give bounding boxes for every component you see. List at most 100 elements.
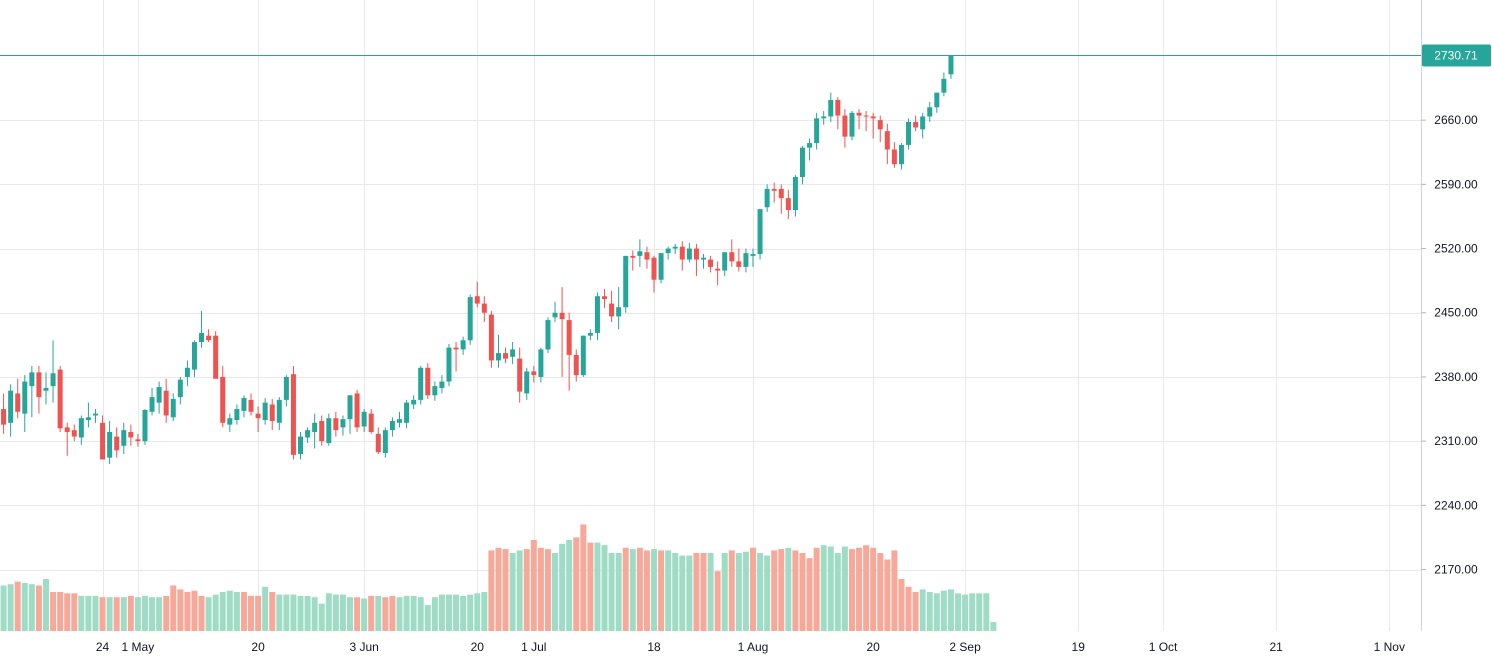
volume-bar	[57, 592, 64, 631]
volume-bar	[799, 553, 806, 631]
volume-bar	[559, 543, 566, 631]
candle-body	[503, 353, 509, 359]
candle-body	[524, 371, 530, 394]
time-tick-label: 3 Jun	[349, 640, 378, 654]
volume-bar	[141, 595, 148, 631]
volume-bar	[771, 550, 778, 631]
candlestick	[807, 138, 813, 161]
candle-body	[679, 246, 685, 260]
volume-bar	[0, 585, 7, 631]
candle-body	[573, 354, 579, 376]
candle-body	[580, 335, 586, 376]
candle-body	[453, 347, 459, 350]
volume-bar	[445, 594, 452, 631]
candlestick	[248, 393, 254, 416]
volume-bar	[219, 592, 226, 631]
volume-bar	[255, 595, 262, 631]
candlestick	[15, 378, 21, 419]
candlestick	[927, 101, 933, 122]
candlestick	[85, 402, 91, 428]
candlestick	[149, 387, 155, 416]
volume-bar	[679, 555, 686, 631]
candlestick	[368, 409, 374, 434]
candle-body	[142, 409, 148, 442]
candlestick	[531, 365, 537, 383]
candle-body	[913, 121, 919, 128]
candlestick	[616, 287, 622, 330]
volume-bar	[905, 586, 912, 631]
volume-bar	[488, 550, 495, 631]
candle-body	[488, 314, 494, 361]
volume-bar	[417, 597, 424, 631]
candlestick	[460, 336, 466, 355]
candle-body	[835, 99, 841, 116]
candlestick	[43, 372, 49, 405]
time-axis[interactable]: 24 1 May 20 3 Jun 20 1 Jul 18 1 Aug 20 2 Sep 19 1 O…	[96, 640, 1405, 654]
candle-body	[906, 121, 912, 145]
volume-bar	[566, 540, 573, 631]
candlestick	[467, 294, 473, 345]
volume-bar	[276, 594, 283, 631]
candlestick	[637, 239, 643, 267]
candle-body	[842, 115, 848, 137]
candlestick	[743, 248, 749, 273]
candle-body	[1, 409, 7, 425]
price-axis[interactable]: 2660.00 2590.00 2520.00 2450.00 2380.00 2310.…	[1421, 113, 1478, 577]
candlestick	[757, 209, 763, 260]
volume-bar	[134, 597, 141, 631]
volume-bar	[693, 553, 700, 631]
candlestick	[312, 413, 318, 449]
candlestick	[432, 381, 438, 401]
candlestick	[658, 253, 664, 284]
candle-body	[404, 402, 410, 423]
volume-bar	[877, 553, 884, 631]
volume-bar	[863, 545, 870, 631]
volume-bar	[523, 549, 530, 631]
volume-bar	[78, 595, 85, 631]
candlestick	[100, 415, 106, 460]
volume-bar	[947, 589, 954, 631]
candle-body	[206, 335, 212, 341]
volume-bar	[290, 594, 297, 631]
candlestick	[693, 243, 699, 277]
candlestick	[828, 92, 834, 122]
volume-bar	[764, 555, 771, 631]
candlestick	[8, 384, 14, 437]
candlestick	[107, 420, 113, 465]
time-tick-label: 1 Oct	[1149, 640, 1178, 654]
candlestick	[701, 254, 706, 269]
candlestick	[262, 398, 268, 425]
candle-body	[22, 381, 28, 414]
candlestick	[651, 255, 657, 293]
candlestick	[686, 243, 692, 263]
candlestick	[835, 97, 841, 130]
candlestick	[538, 347, 544, 383]
candle-body	[531, 371, 537, 376]
candlestick	[891, 142, 897, 168]
candle-body	[220, 376, 226, 423]
candle-body	[686, 248, 692, 260]
volume-bar	[332, 594, 339, 631]
candle-body	[792, 177, 798, 211]
candle-body	[114, 436, 120, 451]
candle-body	[587, 332, 593, 336]
volume-bar	[827, 546, 834, 631]
candle-body	[467, 297, 473, 341]
candlestick	[1, 393, 7, 434]
candle-body	[92, 413, 98, 416]
candle-body	[255, 413, 261, 419]
candlestick	[736, 248, 742, 272]
volume-bar	[636, 547, 643, 631]
volume-bar	[297, 595, 304, 631]
candlesticks	[1, 55, 954, 465]
volume-bar	[552, 553, 559, 631]
candle-body	[368, 413, 374, 432]
candlestick	[382, 427, 388, 458]
volume-bar	[269, 592, 276, 631]
candlestick	[389, 417, 395, 437]
candlestick	[142, 409, 148, 445]
candlestick	[191, 340, 197, 377]
volume-bar	[184, 592, 191, 631]
candlestick	[36, 365, 42, 414]
